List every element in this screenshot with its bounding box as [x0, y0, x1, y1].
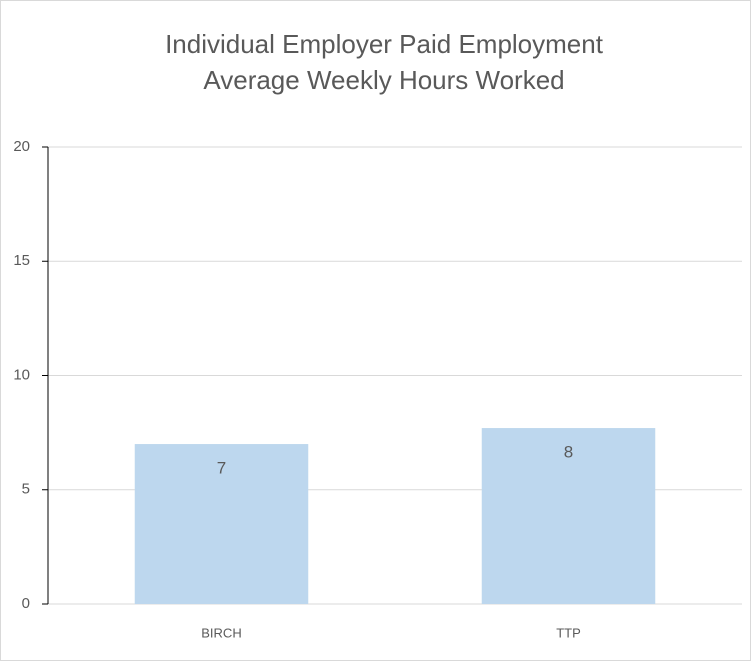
y-tick-label: 20 — [13, 138, 30, 155]
y-tick-label: 5 — [22, 481, 30, 498]
y-tick-label: 0 — [22, 595, 30, 612]
value-label: 8 — [564, 443, 573, 462]
x-tick-label: TTP — [556, 625, 581, 640]
chart-title: Individual Employer Paid Employment — [165, 29, 604, 59]
x-tick-label: BIRCH — [201, 625, 241, 640]
y-tick-label: 15 — [13, 252, 30, 269]
bar — [134, 444, 309, 604]
value-label: 7 — [217, 459, 226, 478]
bar — [481, 428, 656, 604]
y-tick-label: 10 — [13, 366, 30, 383]
chart-title: Average Weekly Hours Worked — [203, 65, 564, 95]
